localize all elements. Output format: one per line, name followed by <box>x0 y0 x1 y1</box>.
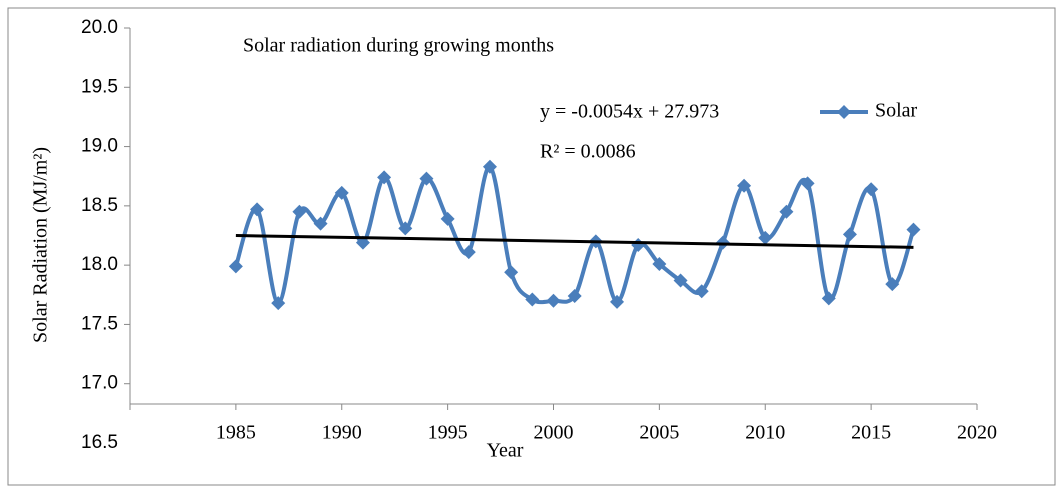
point-marker <box>461 245 476 260</box>
point-marker <box>906 222 921 237</box>
x-axis-title: Year <box>487 440 524 462</box>
y-tick-label: 18.0 <box>81 254 118 275</box>
y-tick-label: 17.0 <box>81 373 118 394</box>
y-tick-label: 19.5 <box>81 76 118 97</box>
x-tick-label: 2020 <box>957 422 997 444</box>
point-marker <box>504 265 519 280</box>
equation: y = -0.0054x + 27.973 <box>540 101 719 123</box>
r-squared: R² = 0.0086 <box>540 141 636 163</box>
x-tick-label: 1990 <box>322 422 362 444</box>
point-marker <box>271 296 286 311</box>
point-marker <box>610 294 625 309</box>
x-tick-label: 2005 <box>639 422 679 444</box>
point-marker <box>694 284 709 299</box>
y-tick-label: 16.5 <box>81 432 118 453</box>
point-marker <box>228 259 243 274</box>
trendline <box>235 234 914 249</box>
point-marker <box>737 178 752 193</box>
x-tick-label: 1985 <box>216 422 256 444</box>
y-axis-title: Solar Radiation (MJ/m²) <box>30 147 52 343</box>
x-tick-label: 2000 <box>534 422 574 444</box>
y-tick-label: 17.5 <box>81 313 118 334</box>
point-marker <box>525 292 540 307</box>
point-marker <box>652 256 667 271</box>
point-marker <box>673 273 688 288</box>
legend-label: Solar <box>875 100 918 122</box>
point-marker <box>377 170 392 185</box>
x-tick-label: 1995 <box>428 422 468 444</box>
x-tick-label: 2015 <box>851 422 891 444</box>
y-tick-label: 19.0 <box>81 136 118 157</box>
point-marker <box>567 288 582 303</box>
point-marker <box>334 185 349 200</box>
point-marker <box>419 171 434 186</box>
point-marker <box>440 211 455 226</box>
point-marker <box>313 216 328 231</box>
chart-title: Solar radiation during growing months <box>243 35 554 57</box>
x-tick-label: 2010 <box>745 422 785 444</box>
point-marker <box>398 221 413 236</box>
point-marker <box>292 204 307 219</box>
y-tick-label: 18.5 <box>81 195 118 216</box>
point-marker <box>546 293 561 308</box>
point-marker <box>885 277 900 292</box>
point-marker <box>758 230 773 245</box>
point-marker <box>779 204 794 219</box>
point-marker <box>864 182 879 197</box>
legend-marker <box>837 105 851 119</box>
point-marker <box>821 291 836 306</box>
point-marker <box>250 202 265 217</box>
point-marker <box>482 159 497 174</box>
point-marker <box>800 176 815 191</box>
y-tick-label: 20.0 <box>81 17 118 38</box>
point-marker <box>842 227 857 242</box>
